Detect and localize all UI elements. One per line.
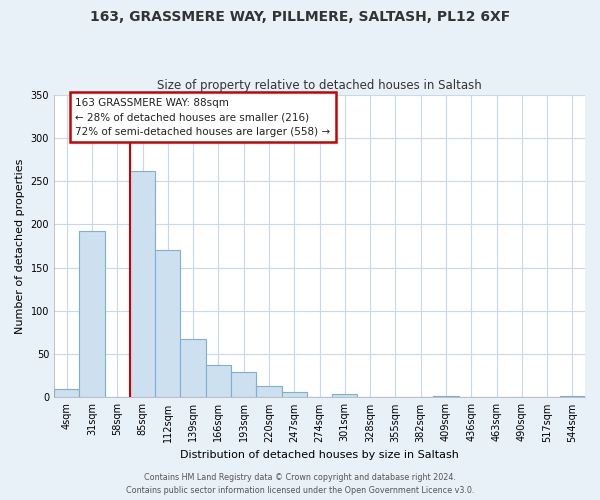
Text: Contains HM Land Registry data © Crown copyright and database right 2024.
Contai: Contains HM Land Registry data © Crown c… — [126, 474, 474, 495]
Title: Size of property relative to detached houses in Saltash: Size of property relative to detached ho… — [157, 79, 482, 92]
Bar — [256, 386, 281, 398]
Bar — [79, 232, 104, 398]
Bar — [433, 396, 458, 398]
Y-axis label: Number of detached properties: Number of detached properties — [15, 158, 25, 334]
Bar — [560, 396, 585, 398]
Bar — [332, 394, 358, 398]
Text: 163, GRASSMERE WAY, PILLMERE, SALTASH, PL12 6XF: 163, GRASSMERE WAY, PILLMERE, SALTASH, P… — [90, 10, 510, 24]
X-axis label: Distribution of detached houses by size in Saltash: Distribution of detached houses by size … — [180, 450, 459, 460]
Text: 163 GRASSMERE WAY: 88sqm
← 28% of detached houses are smaller (216)
72% of semi-: 163 GRASSMERE WAY: 88sqm ← 28% of detach… — [75, 98, 331, 137]
Bar — [206, 366, 231, 398]
Bar — [281, 392, 307, 398]
Bar — [155, 250, 181, 398]
Bar — [181, 340, 206, 398]
Bar — [54, 389, 79, 398]
Bar — [130, 170, 155, 398]
Bar — [231, 372, 256, 398]
